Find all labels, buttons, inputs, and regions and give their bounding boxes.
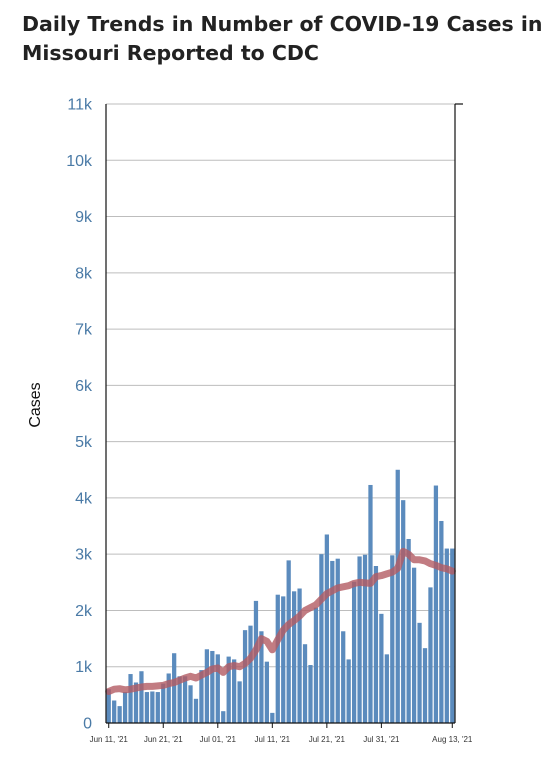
bar <box>204 649 210 723</box>
bar <box>330 560 335 723</box>
bar <box>193 698 199 723</box>
bar <box>166 673 171 723</box>
bar <box>253 600 259 723</box>
bar <box>357 556 362 723</box>
bar <box>112 700 117 723</box>
bar <box>373 565 379 723</box>
y-tick-label: 2k <box>75 603 93 620</box>
bar <box>106 689 111 723</box>
y-axis-ticks: 0 1k 2k 3k 4k 5k 6k 7k 8k 9k 10k 11k <box>66 97 93 733</box>
bar <box>248 625 253 723</box>
bar <box>384 654 389 723</box>
bar <box>150 691 155 723</box>
y-tick-label: 5k <box>75 434 93 451</box>
bar <box>351 581 357 723</box>
bar <box>362 554 368 723</box>
bar <box>428 587 433 723</box>
bar <box>122 692 128 723</box>
axes <box>105 103 463 724</box>
bar <box>411 567 417 723</box>
bar <box>439 520 444 723</box>
bar <box>297 588 302 723</box>
bar <box>401 500 406 723</box>
bar <box>139 671 144 723</box>
bar <box>270 712 275 723</box>
bar <box>221 711 226 723</box>
bar <box>177 676 182 723</box>
x-tick-label: Jun 11, '21 <box>90 735 129 744</box>
bar <box>406 538 411 723</box>
bar <box>172 653 177 723</box>
bar <box>324 534 329 723</box>
y-tick-label: 8k <box>75 265 93 282</box>
bar <box>433 485 439 723</box>
bar <box>281 596 286 723</box>
y-tick-label: 0 <box>83 716 92 733</box>
bar <box>237 681 242 723</box>
y-tick-label: 11k <box>67 97 93 114</box>
bar <box>188 685 193 723</box>
bar <box>395 469 400 723</box>
bar <box>286 560 291 723</box>
bar <box>199 670 204 723</box>
bar <box>390 555 395 723</box>
bar <box>226 656 231 723</box>
bar <box>259 631 264 723</box>
x-tick-label: Jun 21, '21 <box>144 735 183 744</box>
y-tick-label: 3k <box>75 547 93 564</box>
x-tick-label: Aug 13, '21 <box>432 735 473 744</box>
chart-title: Daily Trends in Number of COVID-19 Cases… <box>22 12 543 65</box>
bar <box>264 661 269 723</box>
bar <box>319 554 324 723</box>
bar <box>379 613 384 723</box>
bar <box>144 692 150 723</box>
x-tick-label: Jul 21, '21 <box>309 735 346 744</box>
x-axis-ticks: Jun 11, '21 Jun 21, '21 Jul 01, '21 Jul 11,… <box>90 723 473 744</box>
bar <box>275 594 280 723</box>
bar <box>117 706 122 723</box>
bar <box>444 548 449 723</box>
y-axis-label: Cases <box>27 382 44 427</box>
trend-line <box>105 547 456 695</box>
bar <box>308 665 313 723</box>
bar <box>161 683 166 723</box>
bar <box>155 692 160 723</box>
x-tick-label: Jul 11, '21 <box>255 735 291 744</box>
y-tick-label: 1k <box>75 659 93 676</box>
bar <box>232 659 237 723</box>
y-tick-label: 4k <box>75 490 93 507</box>
bar <box>302 644 308 723</box>
bar <box>292 591 297 723</box>
x-tick-label: Jul 31, '21 <box>363 735 400 744</box>
bar <box>450 548 455 723</box>
y-tick-label: 10k <box>66 153 93 170</box>
bar <box>341 631 346 723</box>
bar <box>422 648 428 723</box>
bar <box>417 622 422 723</box>
bar <box>128 674 133 723</box>
bar <box>182 676 188 723</box>
bar <box>242 630 248 723</box>
bar <box>335 558 340 723</box>
y-tick-label: 9k <box>75 209 93 226</box>
bar <box>346 659 351 723</box>
bar <box>210 650 215 723</box>
bar-series <box>106 469 455 723</box>
bar <box>215 654 220 723</box>
x-tick-label: Jul 01, '21 <box>200 735 237 744</box>
y-tick-label: 7k <box>75 322 93 339</box>
y-tick-label: 6k <box>75 378 93 395</box>
bar <box>368 484 373 723</box>
bar <box>133 682 139 723</box>
bar <box>313 607 319 723</box>
